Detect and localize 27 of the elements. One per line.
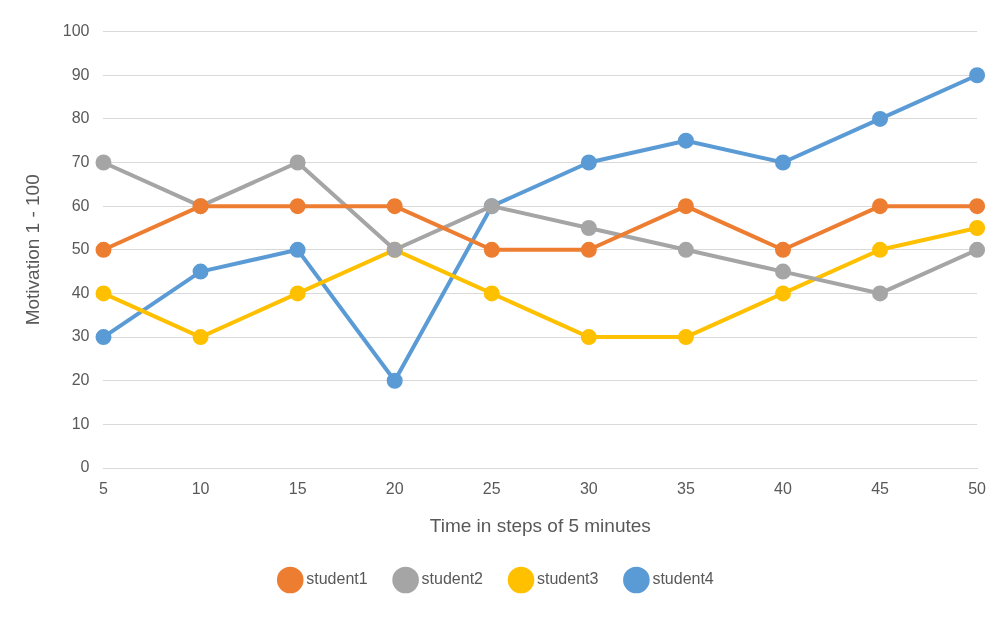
y-tick-label: 10 xyxy=(71,414,90,432)
y-tick-label: 90 xyxy=(71,65,90,83)
x-tick-label: 15 xyxy=(288,480,307,498)
y-tick-label: 80 xyxy=(71,109,90,127)
y-tick-label: 100 xyxy=(62,22,90,40)
x-tick-label: 35 xyxy=(677,480,695,498)
x-tick-label: 45 xyxy=(871,480,890,498)
y-tick-label: 50 xyxy=(71,240,90,258)
legend-label: student4 xyxy=(652,570,714,588)
legend-label: student1 xyxy=(306,570,368,588)
x-tick-label: 5 xyxy=(99,480,109,498)
y-tick-label: 0 xyxy=(80,458,90,476)
legend-label: student3 xyxy=(537,570,599,588)
x-tick-label: 50 xyxy=(968,480,987,498)
y-tick-label: 20 xyxy=(71,371,90,389)
y-tick-label: 30 xyxy=(71,327,90,345)
y-tick-label: 40 xyxy=(71,283,90,301)
legend-label: student2 xyxy=(421,570,484,588)
y-tick-label: 60 xyxy=(71,196,90,214)
y-axis-title: Motivation 1 - 100 xyxy=(21,174,43,326)
x-tick-label: 30 xyxy=(579,480,598,498)
x-tick-label: 40 xyxy=(774,480,792,498)
x-tick-label: 10 xyxy=(191,480,210,498)
x-tick-label: 20 xyxy=(385,480,404,498)
x-tick-label: 25 xyxy=(482,480,501,498)
y-tick-label: 70 xyxy=(71,152,90,170)
x-axis-title: Time in steps of 5 minutes xyxy=(429,514,651,536)
